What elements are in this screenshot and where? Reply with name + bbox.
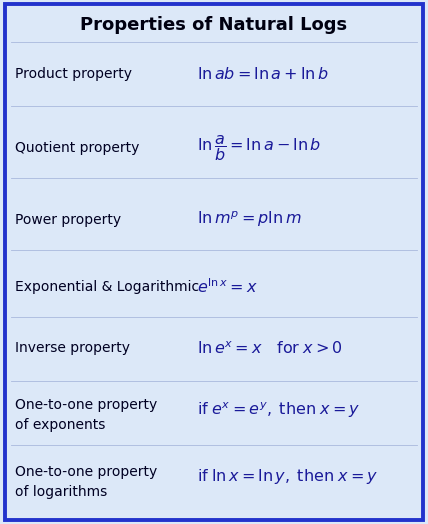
Text: Quotient property: Quotient property (15, 141, 140, 155)
Text: $\ln \dfrac{a}{b} = \ln a - \ln b$: $\ln \dfrac{a}{b} = \ln a - \ln b$ (197, 133, 321, 163)
Text: Product property: Product property (15, 68, 132, 81)
Text: Exponential & Logarithmic: Exponential & Logarithmic (15, 280, 199, 293)
Text: $e^{\ln x} = x$: $e^{\ln x} = x$ (197, 277, 258, 296)
Text: $\ln e^{x} = x \quad \mathrm{for}\; x > 0$: $\ln e^{x} = x \quad \mathrm{for}\; x > … (197, 340, 343, 357)
Text: Properties of Natural Logs: Properties of Natural Logs (80, 16, 348, 34)
Text: $\ln ab = \ln a + \ln b$: $\ln ab = \ln a + \ln b$ (197, 67, 329, 82)
Text: Inverse property: Inverse property (15, 342, 130, 355)
Text: One-to-one property
of logarithms: One-to-one property of logarithms (15, 465, 157, 499)
Text: One-to-one property
of exponents: One-to-one property of exponents (15, 398, 157, 432)
FancyBboxPatch shape (5, 4, 423, 520)
Text: $\mathrm{if}\; \ln x = \ln y,\; \mathrm{then}\; x = y$: $\mathrm{if}\; \ln x = \ln y,\; \mathrm{… (197, 467, 378, 486)
Text: Power property: Power property (15, 213, 121, 226)
Text: $\mathrm{if}\; e^{x} = e^{y},\; \mathrm{then}\; x = y$: $\mathrm{if}\; e^{x} = e^{y},\; \mathrm{… (197, 400, 360, 420)
Text: $\ln m^{p} = p\ln m$: $\ln m^{p} = p\ln m$ (197, 210, 301, 230)
